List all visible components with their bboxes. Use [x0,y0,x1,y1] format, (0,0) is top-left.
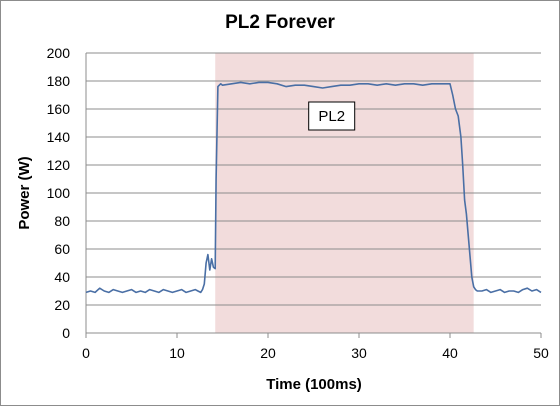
chart-title: PL2 Forever [225,12,335,33]
x-tick-label: 30 [351,345,367,361]
y-tick-label: 100 [47,185,71,201]
y-tick-label: 160 [47,101,71,117]
y-tick-label: 140 [47,129,71,145]
y-tick-label: 200 [47,45,71,61]
pl2-annotation-label: PL2 [318,108,345,125]
y-tick-label: 180 [47,73,71,89]
y-axis-title: Power (W) [16,156,33,229]
y-tick-label: 40 [54,269,70,285]
power-series-line-0 [85,81,542,294]
x-tick-label: 20 [260,345,276,361]
y-tick-label: 120 [47,157,71,173]
y-tick-label: 80 [54,213,70,229]
x-tick-label: 10 [169,345,185,361]
y-tick-label: 60 [54,241,70,257]
y-tick-label: 0 [62,325,70,341]
pl2-annotation-box [308,101,356,131]
x-tick-label: 0 [82,345,90,361]
x-tick-label: 40 [442,345,458,361]
y-tick-label: 20 [54,297,70,313]
x-axis-title: Time (100ms) [266,376,362,393]
x-tick-label: 50 [533,345,549,361]
